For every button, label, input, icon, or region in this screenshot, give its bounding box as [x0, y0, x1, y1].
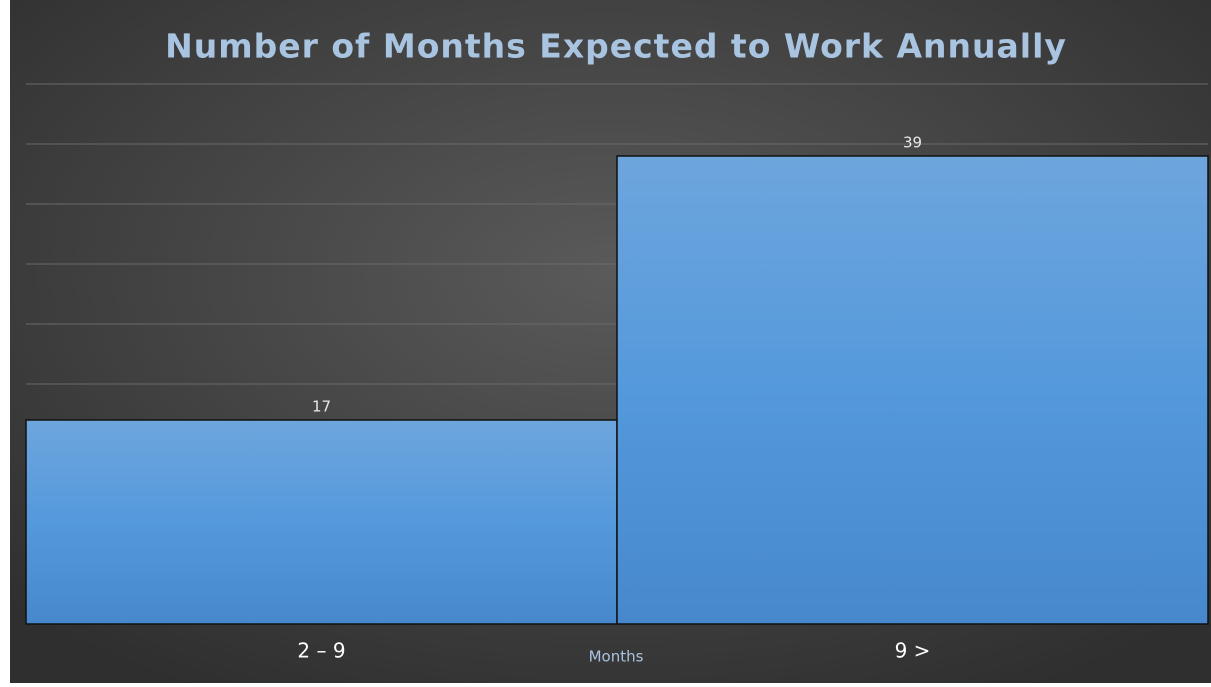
data-label: 39 — [903, 134, 922, 152]
x-tick-label: 2 – 9 — [297, 639, 345, 663]
x-axis-title: Months — [589, 648, 644, 666]
data-label: 17 — [312, 398, 331, 416]
bar — [25, 419, 618, 625]
chart-title: Number of Months Expected to Work Annual… — [165, 27, 1067, 66]
bar — [616, 155, 1209, 625]
x-tick-label: 9 > — [895, 639, 931, 663]
